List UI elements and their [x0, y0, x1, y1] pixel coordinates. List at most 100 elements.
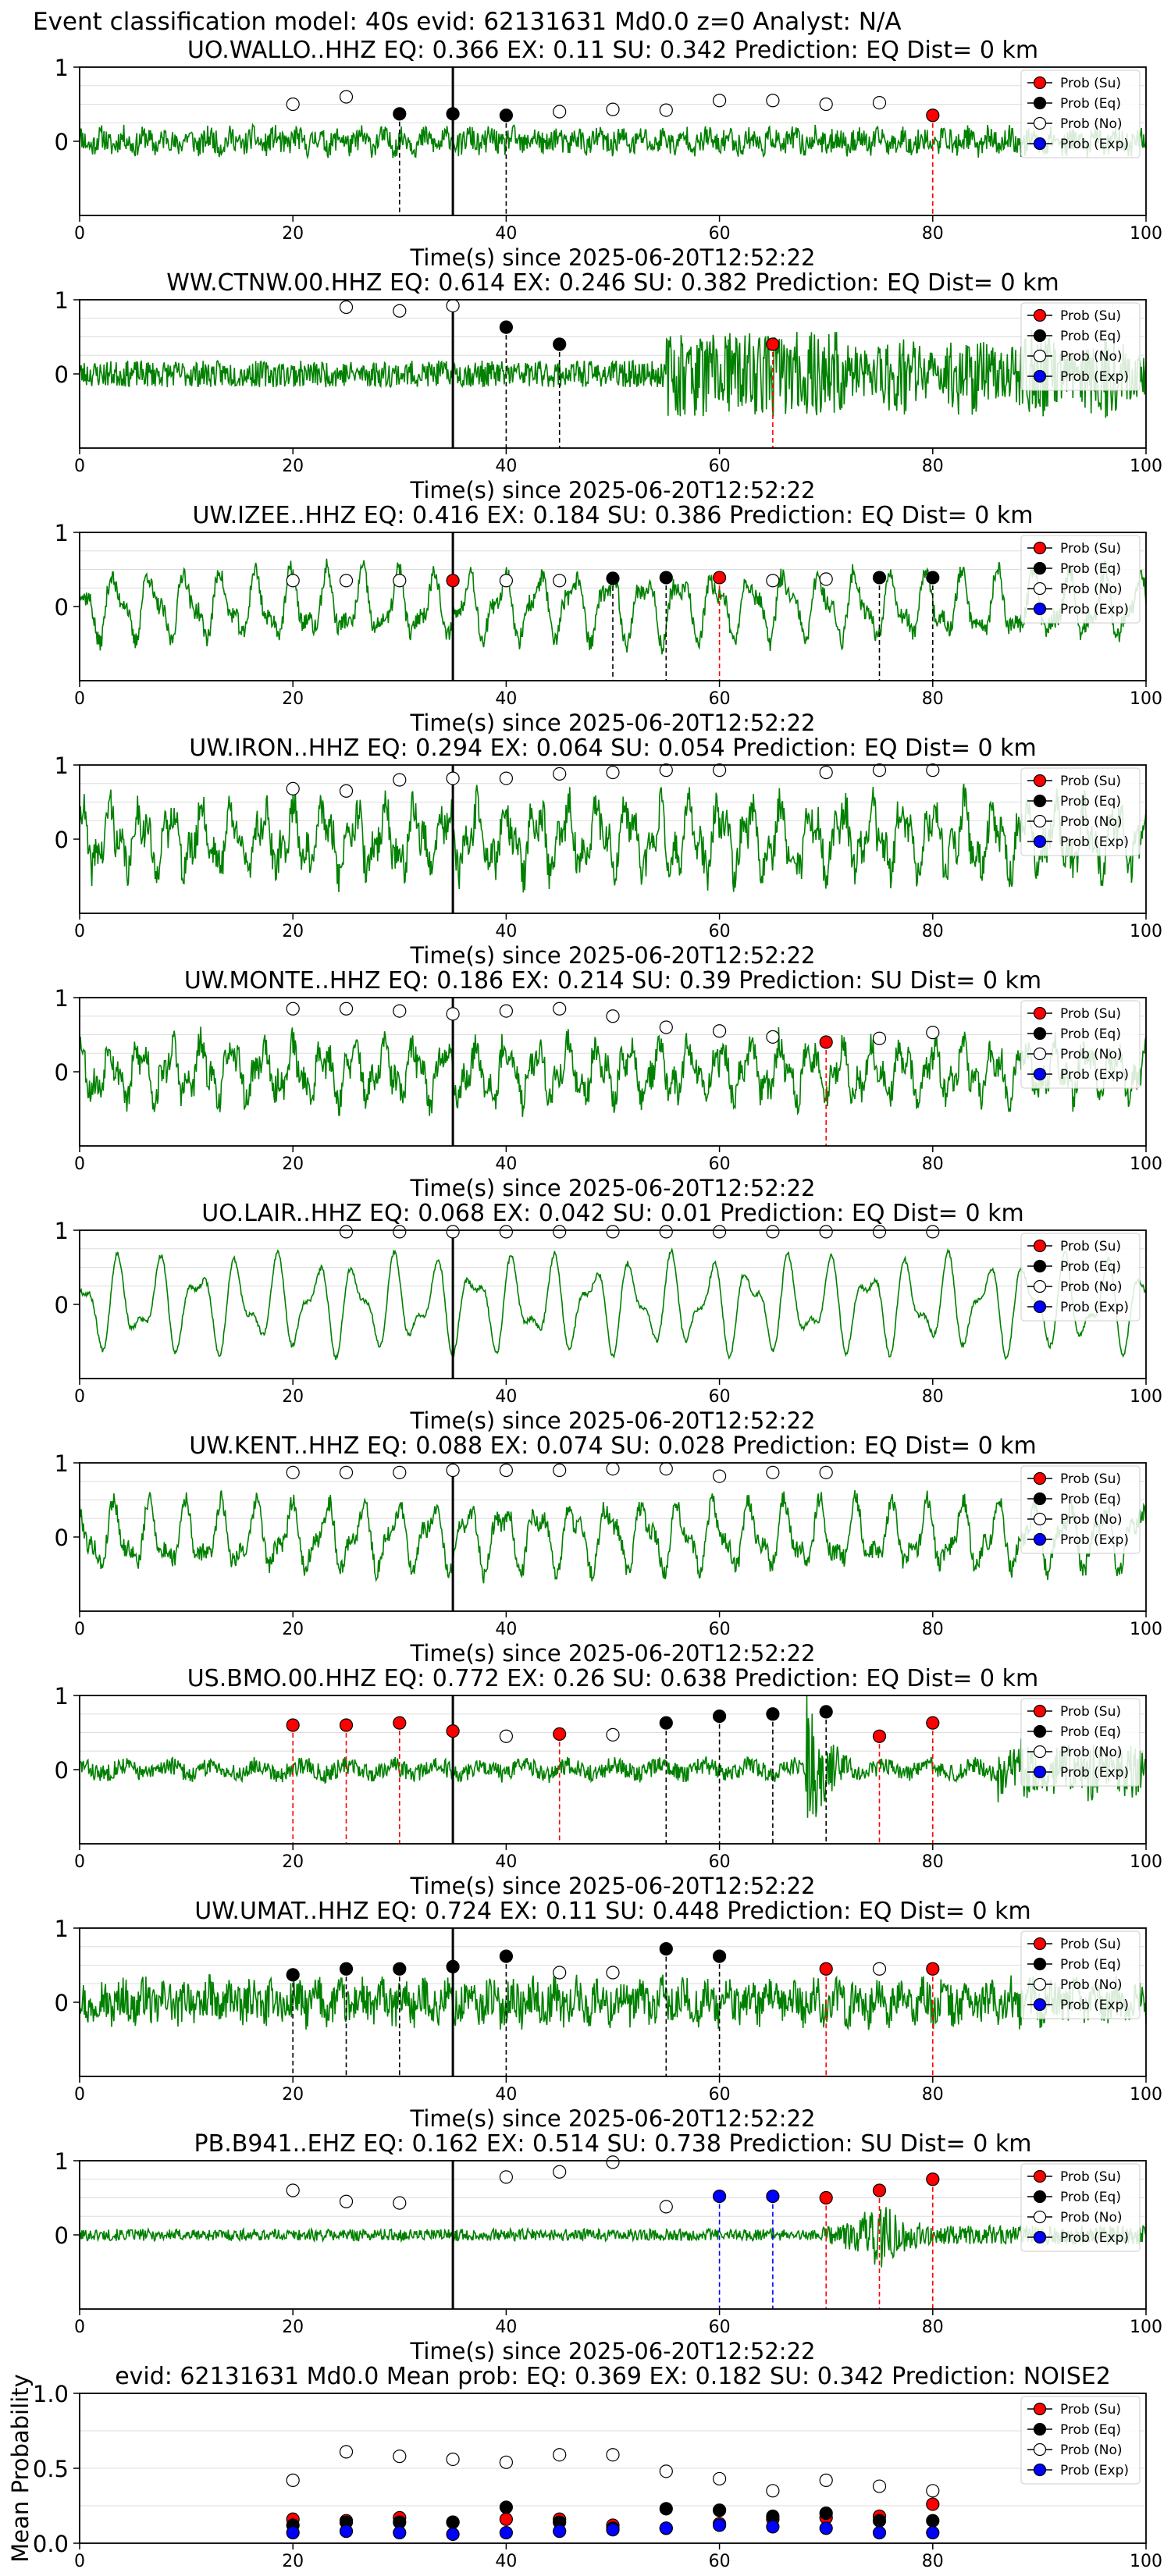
x-axis-label: Time(s) since 2025-06-20T12:52:22: [410, 942, 816, 969]
xtick-label: 40: [495, 1155, 517, 1174]
xtick-label: 60: [709, 1155, 731, 1174]
xtick-label: 40: [495, 2552, 517, 2571]
prob-marker: [393, 1004, 407, 1018]
xtick-label: 40: [495, 457, 517, 476]
prob-marker: [872, 1225, 887, 1239]
mean-marker-1: [926, 2514, 940, 2528]
prob-marker: [553, 1463, 567, 1478]
mean-marker-3: [819, 2521, 833, 2535]
prob-marker: [766, 1707, 780, 1721]
legend-box: [1020, 1465, 1141, 1554]
prob-marker: [766, 1030, 780, 1044]
panel-5: UW.MONTE..HHZ EQ: 0.186 EX: 0.214 SU: 0.…: [55, 967, 1162, 1201]
xtick-label: 20: [282, 224, 304, 244]
xtick-label: 60: [709, 1387, 731, 1407]
prob-marker: [712, 763, 727, 777]
mean-marker-0: [499, 2512, 514, 2526]
legend-box: [1020, 535, 1141, 624]
xtick-label: 0: [74, 224, 85, 244]
legend-label: Prob (Exp): [1060, 1765, 1129, 1781]
prob-marker: [766, 94, 780, 108]
x-axis-label: Time(s) since 2025-06-20T12:52:22: [410, 1640, 816, 1667]
waveform-trace: [79, 1247, 1147, 1361]
legend-marker: [1033, 76, 1047, 90]
xtick-label: 0: [74, 922, 85, 941]
xtick-label: 60: [709, 457, 731, 476]
prob-marker: [659, 1942, 673, 1956]
legend-label: Prob (Su): [1060, 1239, 1121, 1254]
x-axis-label: Time(s) since 2025-06-20T12:52:22: [410, 477, 816, 503]
prob-marker: [339, 1002, 354, 1016]
legend-marker: [1033, 308, 1047, 322]
legend-label: Prob (Exp): [1060, 1532, 1129, 1548]
ytick-label: 1: [55, 287, 69, 314]
prob-marker: [819, 1465, 833, 1479]
xtick-label: 60: [709, 1852, 731, 1872]
prob-marker: [393, 1465, 407, 1479]
legend-label: Prob (No): [1060, 2210, 1123, 2226]
mean-marker-1: [446, 2515, 460, 2529]
legend-label: Prob (No): [1060, 116, 1123, 132]
prob-marker: [659, 763, 673, 777]
ytick-label: 1: [55, 753, 69, 779]
xtick-label: 80: [922, 2085, 944, 2105]
legend-marker: [1033, 1998, 1047, 2012]
mean-marker-3: [393, 2525, 407, 2540]
prob-marker: [659, 1020, 673, 1034]
legend-label: Prob (Eq): [1060, 794, 1121, 809]
panel-4: UW.IRON..HHZ EQ: 0.294 EX: 0.064 SU: 0.0…: [55, 735, 1162, 969]
prob-marker: [659, 1461, 673, 1476]
xtick-label: 40: [495, 922, 517, 941]
prob-marker: [712, 1469, 727, 1483]
mean-marker-2: [553, 2448, 567, 2462]
prob-marker: [712, 1024, 727, 1038]
xtick-label: 20: [282, 689, 304, 709]
xtick-label: 100: [1130, 689, 1162, 709]
xtick-label: 20: [282, 2552, 304, 2571]
mean-marker-3: [606, 2523, 620, 2537]
legend-marker: [1033, 794, 1047, 808]
xtick-label: 20: [282, 1155, 304, 1174]
xtick-label: 20: [282, 1620, 304, 1639]
prob-marker: [339, 1718, 354, 1732]
xtick-label: 100: [1130, 2318, 1162, 2337]
xtick-label: 80: [922, 224, 944, 244]
xtick-label: 0: [74, 1852, 85, 1872]
panel-title: UW.MONTE..HHZ EQ: 0.186 EX: 0.214 SU: 0.…: [184, 967, 1041, 994]
legend-label: Prob (Su): [1060, 2169, 1121, 2185]
panel-title: WW.CTNW.00.HHZ EQ: 0.614 EX: 0.246 SU: 0…: [166, 269, 1059, 297]
prob-marker: [766, 1225, 780, 1239]
y-axis-label: Mean Probability: [7, 2374, 34, 2563]
prob-marker: [446, 771, 460, 785]
legend-label: Prob (Su): [1060, 1006, 1121, 1022]
waveform-trace: [79, 1026, 1147, 1117]
xtick-label: 20: [282, 2085, 304, 2105]
prob-marker: [712, 1225, 727, 1239]
prob-marker: [499, 1949, 514, 1963]
legend-label: Prob (Su): [1060, 1471, 1121, 1487]
ytick-label: 1: [55, 1218, 69, 1244]
panel-title: US.BMO.00.HHZ EQ: 0.772 EX: 0.26 SU: 0.6…: [187, 1665, 1039, 1692]
prob-marker: [819, 765, 833, 780]
panel-title: UW.KENT..HHZ EQ: 0.088 EX: 0.074 SU: 0.0…: [189, 1432, 1037, 1460]
legend-marker: [1033, 329, 1047, 343]
xtick-label: 80: [922, 1155, 944, 1174]
legend-marker: [1033, 1957, 1047, 1971]
prob-marker: [926, 571, 940, 585]
ytick-label: 1: [55, 55, 69, 81]
waveform-trace: [79, 1973, 1147, 2031]
prob-marker: [499, 320, 514, 334]
xtick-label: 100: [1130, 457, 1162, 476]
panel-8: US.BMO.00.HHZ EQ: 0.772 EX: 0.26 SU: 0.6…: [55, 1665, 1162, 1899]
x-axis-label: Time(s) since 2025-06-20T12:52:22: [410, 2105, 816, 2132]
legend-marker: [1033, 1724, 1047, 1738]
prob-marker: [286, 1718, 300, 1732]
xtick-label: 0: [74, 689, 85, 709]
xtick-label: 40: [495, 1620, 517, 1639]
prob-marker: [286, 781, 300, 796]
legend-label: Prob (Su): [1060, 2402, 1121, 2418]
legend-marker: [1033, 2169, 1047, 2183]
legend-box: [1020, 1930, 1141, 2019]
legend-label: Prob (No): [1060, 349, 1123, 365]
prob-marker: [499, 1729, 514, 1743]
